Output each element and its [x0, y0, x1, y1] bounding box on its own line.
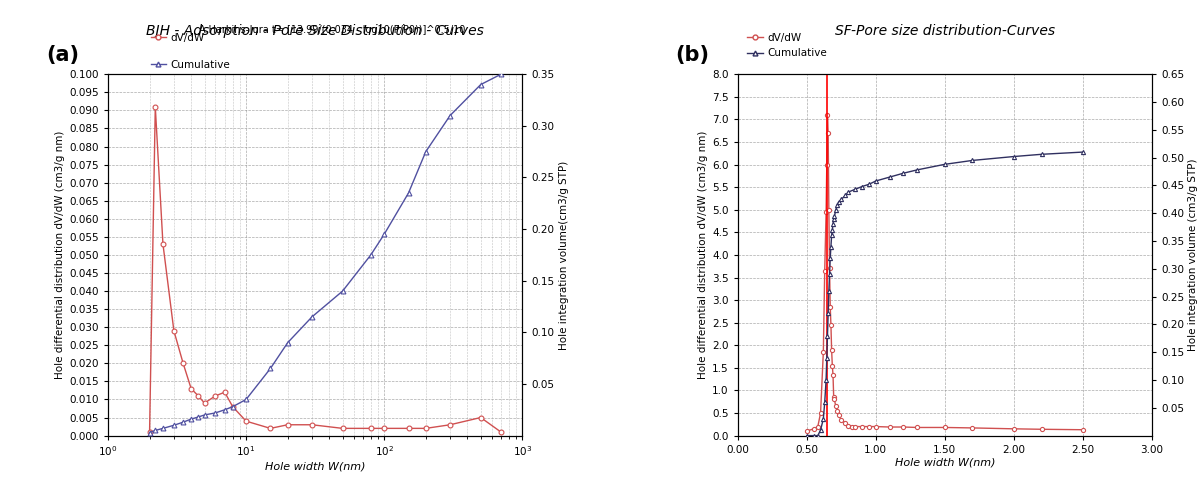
Y-axis label: Hole differential distribution dV/dW (cm3/g nm): Hole differential distribution dV/dW (cm… [698, 131, 708, 379]
Legend: dV/dW, Cumulative: dV/dW, Cumulative [743, 29, 830, 62]
Y-axis label: Hole integration volume(cm3/g STP): Hole integration volume(cm3/g STP) [559, 160, 569, 349]
Text: A.Harkins-Jura t= [13.99/(0.034 - log10(P/P0))]^0.5/10: A.Harkins-Jura t= [13.99/(0.034 - log10(… [199, 25, 466, 36]
Text: (b): (b) [676, 46, 709, 65]
Y-axis label: Hole differential distribution dV/dW (cm3/g nm): Hole differential distribution dV/dW (cm… [55, 131, 65, 379]
Legend: Cumulative: Cumulative [146, 56, 234, 74]
X-axis label: Hole width W(nm): Hole width W(nm) [265, 461, 365, 471]
Y-axis label: Hole integration volume (cm3/g STP): Hole integration volume (cm3/g STP) [1188, 159, 1199, 351]
Title: BJH - Adsorption - Pore Size Distribution - Curves: BJH - Adsorption - Pore Size Distributio… [146, 24, 484, 38]
X-axis label: Hole width W(nm): Hole width W(nm) [895, 457, 995, 467]
Text: (a): (a) [46, 46, 79, 65]
Title: SF-Pore size distribution-Curves: SF-Pore size distribution-Curves [835, 24, 1055, 38]
